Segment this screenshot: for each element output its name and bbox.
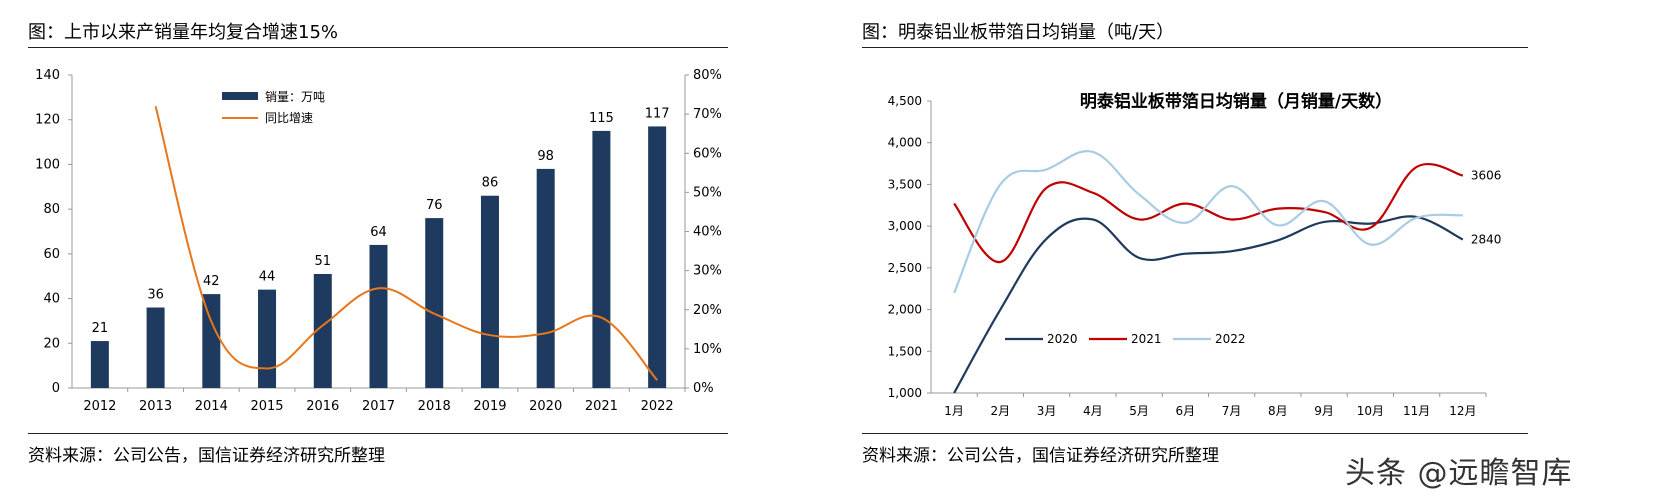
y-tick-label: 1,500: [888, 344, 922, 358]
left-chart-title: 图：上市以来产销量年均复合增速15%: [28, 22, 339, 43]
bar-data-label: 42: [203, 274, 220, 289]
left-y-tick-label: 60: [43, 247, 60, 262]
bar-data-label: 115: [589, 111, 614, 126]
left-source-note: 资料来源：公司公告，国信证券经济研究所整理: [28, 446, 385, 466]
bar-data-label: 86: [482, 176, 499, 191]
volume-bar: [369, 244, 388, 388]
x-tick-label: 2012: [83, 399, 116, 414]
right-y-tick-label: 30%: [693, 264, 722, 279]
left-title-rule: [28, 47, 728, 48]
x-tick-label: 3月: [1037, 404, 1057, 418]
legend-label-2020: 2020: [1047, 332, 1078, 346]
x-tick-label: 2015: [250, 399, 283, 414]
left-y-tick-label: 20: [43, 336, 60, 351]
right-y-tick-label: 40%: [693, 225, 722, 240]
x-tick-label: 2016: [306, 399, 339, 414]
legend-bar-swatch: [222, 92, 258, 100]
right-y-tick-label: 60%: [693, 146, 722, 161]
y-tick-label: 3,500: [888, 177, 922, 191]
x-tick-label: 8月: [1268, 404, 1288, 418]
x-tick-label: 2021: [585, 399, 618, 414]
end-label-2020: 2840: [1471, 232, 1502, 246]
left-y-tick-label: 120: [35, 113, 60, 128]
end-label-2021: 3606: [1471, 169, 1502, 183]
bar-data-label: 36: [147, 288, 164, 303]
x-tick-label: 9月: [1314, 404, 1334, 418]
bar-data-label: 76: [426, 198, 443, 213]
x-tick-label: 10月: [1357, 404, 1384, 418]
volume-bar: [258, 289, 277, 388]
volume-bar: [313, 273, 332, 388]
daily-sales-chart: 明泰铝业板带箔日均销量（月销量/天数） 1,000 1,500 2,000 2,500 3…: [888, 91, 1502, 418]
y-tick-label: 2,500: [888, 261, 922, 275]
bar-data-label: 44: [259, 270, 276, 285]
volume-bar: [536, 168, 555, 388]
x-tick-label: 12月: [1449, 404, 1476, 418]
x-tick-label: 2020: [529, 399, 562, 414]
bar-data-label: 21: [92, 321, 109, 336]
x-tick-label: 2017: [362, 399, 395, 414]
x-tick-label: 2018: [418, 399, 451, 414]
watermark-text: 头条 @远瞻智库: [1345, 456, 1573, 491]
x-tick-label: 2019: [473, 399, 506, 414]
volume-bar: [480, 195, 499, 388]
right-y-tick-label: 20%: [693, 303, 722, 318]
left-y-tick-label: 100: [35, 157, 60, 172]
series-line-2021: [953, 162, 1464, 264]
right-y-tick-label: 80%: [693, 68, 722, 83]
volume-bar: [425, 218, 444, 388]
left-y-tick-label: 80: [43, 202, 60, 217]
right-title-rule: [862, 47, 1528, 48]
bar-data-label: 51: [314, 254, 331, 269]
left-y-tick-label: 0: [52, 381, 60, 396]
right-chart-panel: 图：明泰铝业板带箔日均销量（吨/天） 明泰铝业板带箔日均销量（月销量/天数） 1,…: [862, 0, 1668, 503]
right-source-note: 资料来源：公司公告，国信证券经济研究所整理: [862, 446, 1219, 466]
volume-bar: [146, 307, 165, 388]
legend-label-2022: 2022: [1215, 332, 1246, 346]
y-tick-label: 4,000: [888, 136, 922, 150]
x-tick-label: 2月: [991, 404, 1011, 418]
growth-rate-line: [154, 106, 658, 381]
x-tick-label: 2013: [139, 399, 172, 414]
x-tick-label: 7月: [1222, 404, 1242, 418]
legend-label-2021: 2021: [1131, 332, 1162, 346]
volume-bar: [202, 294, 221, 388]
x-tick-label: 2022: [641, 399, 674, 414]
chart-inner-title: 明泰铝业板带箔日均销量（月销量/天数）: [1080, 91, 1392, 112]
right-y-tick-label: 50%: [693, 185, 722, 200]
right-chart-title: 图：明泰铝业板带箔日均销量（吨/天）: [862, 22, 1175, 43]
sales-volume-chart: 0 20 40 60 80 100 120 140 0% 10% 20% 30% 40% 50% 60% 70…: [35, 68, 722, 414]
legend-bar-label: 销量：万吨: [265, 90, 325, 104]
legend-line-label: 同比增速: [265, 111, 313, 125]
x-tick-label: 11月: [1403, 404, 1430, 418]
right-y-tick-label: 0%: [693, 381, 714, 396]
x-tick-label: 6月: [1176, 404, 1196, 418]
y-tick-label: 3,000: [888, 219, 922, 233]
right-y-tick-label: 10%: [693, 342, 722, 357]
left-chart-panel: 图：上市以来产销量年均复合增速15% 0 20 40 60 80 100 120 140 0% 1…: [0, 0, 780, 503]
y-tick-label: 2,000: [888, 303, 922, 317]
x-tick-label: 5月: [1129, 404, 1149, 418]
y-tick-label: 4,500: [888, 94, 922, 108]
left-y-tick-label: 140: [35, 68, 60, 83]
bar-data-label: 117: [645, 106, 670, 121]
bar-data-label: 98: [537, 149, 554, 164]
volume-bar: [648, 126, 667, 389]
x-tick-label: 2014: [195, 399, 228, 414]
left-source-rule: [28, 433, 728, 434]
bar-data-label: 64: [370, 225, 387, 240]
x-tick-label: 4月: [1083, 404, 1103, 418]
right-source-rule: [862, 433, 1528, 434]
series-line-2020: [953, 215, 1464, 394]
series-line-2022: [953, 150, 1463, 294]
left-y-tick-label: 40: [43, 292, 60, 307]
x-tick-label: 1月: [944, 404, 964, 418]
y-tick-label: 1,000: [888, 386, 922, 400]
volume-bar: [592, 130, 611, 388]
volume-bar: [90, 341, 109, 388]
right-y-tick-label: 70%: [693, 107, 722, 122]
